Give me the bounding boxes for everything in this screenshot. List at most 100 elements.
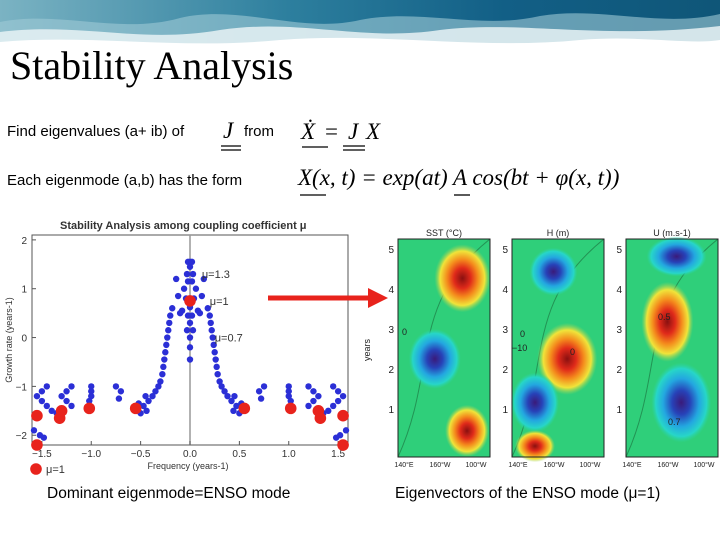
equation-underlines xyxy=(300,194,470,196)
panel-frame xyxy=(625,238,719,458)
data-point xyxy=(231,392,238,400)
data-point xyxy=(285,383,292,390)
data-point xyxy=(152,388,159,395)
data-point xyxy=(305,383,312,390)
data-point xyxy=(285,388,292,395)
x-tick-label: 1.0 xyxy=(282,449,296,460)
data-point xyxy=(63,397,70,405)
data-point xyxy=(186,356,194,363)
from-text: from xyxy=(244,123,274,140)
data-point xyxy=(214,370,221,378)
data-point xyxy=(305,402,312,410)
eigenvalue-text: Find eigenvalues (a+ ib) of xyxy=(7,123,185,140)
data-point xyxy=(209,334,216,341)
highlight-point xyxy=(83,402,96,415)
panel-y-tick: 5 xyxy=(388,245,394,256)
panel-x-tick: 140°E xyxy=(622,461,641,469)
panel-title: U (m.s-1) xyxy=(653,228,691,238)
panel-y-tick: 1 xyxy=(616,405,622,416)
data-point xyxy=(180,285,188,292)
data-point xyxy=(216,378,223,385)
caption-right: Eigenvectors of the ENSO mode (μ=1) xyxy=(395,485,661,502)
panel-x-tick: 140°E xyxy=(394,461,413,469)
panel-y-tick: 3 xyxy=(616,325,622,336)
panel-x-tick: 100°W xyxy=(693,461,714,469)
equation-j: J xyxy=(348,119,359,144)
eigenvector-panel: H (m) 140°E 160°W 100°W 5 4 3 2 1 xyxy=(502,228,605,469)
data-point xyxy=(188,278,196,285)
data-point xyxy=(88,392,95,400)
data-point xyxy=(43,383,51,390)
contour-label: 0 xyxy=(520,329,525,339)
eigenmode-equation: X(x, t) = exp(at) A cos(bt + φ(x, t)) xyxy=(298,165,620,190)
data-point xyxy=(172,275,180,283)
data-point xyxy=(30,427,38,434)
contour-label: 0.5 xyxy=(658,312,671,322)
data-point xyxy=(160,363,167,371)
data-point xyxy=(165,327,172,334)
highlight-point xyxy=(284,402,297,415)
highlight-point xyxy=(129,402,142,415)
data-point xyxy=(155,383,162,390)
data-point xyxy=(206,312,213,319)
data-point xyxy=(233,402,240,410)
data-point xyxy=(166,319,173,327)
y-tick-label: 0 xyxy=(21,334,27,345)
stability-chart: Stability Analysis among coupling coeffi… xyxy=(4,220,350,476)
data-point xyxy=(329,402,337,410)
data-point xyxy=(169,305,176,312)
data-point xyxy=(163,341,170,349)
data-point xyxy=(310,397,317,405)
data-point xyxy=(145,397,152,405)
anomaly-blob xyxy=(641,281,694,362)
panel-frame xyxy=(511,238,605,458)
vector-underline xyxy=(302,146,328,148)
eigenvector-panels: SST (°C) 140°E 160°W 100°W 5 4 3 2 1 H (m) 140°E 16… xyxy=(362,228,719,469)
data-point xyxy=(198,292,206,300)
data-point xyxy=(186,334,194,341)
data-point xyxy=(188,312,196,319)
data-point xyxy=(189,327,197,334)
data-point xyxy=(183,270,191,278)
jacobian-symbol: J xyxy=(223,118,234,143)
panel-y-tick: 2 xyxy=(502,365,508,376)
x-axis-label: Frequency (years-1) xyxy=(147,461,228,471)
anomaly-blob xyxy=(434,244,491,313)
equation-xdot: Ẋ xyxy=(301,119,316,144)
panel-title: H (m) xyxy=(547,228,570,238)
data-point xyxy=(213,363,220,371)
legend-label: μ=1 xyxy=(46,464,65,476)
slide-title: Stability Analysis xyxy=(10,43,294,88)
data-point xyxy=(164,334,171,341)
data-point xyxy=(161,356,168,363)
data-point xyxy=(162,349,169,356)
x-tick-label: 0.0 xyxy=(183,449,197,460)
data-point xyxy=(332,434,340,441)
data-point xyxy=(208,327,215,334)
panel-y-tick: 4 xyxy=(616,285,622,296)
y-tick-label: 2 xyxy=(21,236,27,247)
data-point xyxy=(63,388,70,395)
data-point xyxy=(287,397,294,405)
highlight-point xyxy=(184,295,196,307)
data-point xyxy=(43,402,51,410)
data-point xyxy=(255,388,263,395)
data-point xyxy=(183,327,191,334)
data-point xyxy=(38,388,46,395)
panel-x-tick: 160°W xyxy=(543,461,564,469)
data-point xyxy=(186,319,194,327)
panel-x-tick: 100°W xyxy=(579,461,600,469)
data-point xyxy=(58,392,65,400)
panel-y-tick: 5 xyxy=(502,245,508,256)
contour-label: 0.7 xyxy=(668,417,681,427)
data-point xyxy=(143,407,150,415)
x-tick-label: −1.5 xyxy=(32,449,52,460)
data-point xyxy=(325,407,332,415)
panel-x-tick: 160°W xyxy=(657,461,678,469)
mu-annotation: μ=1 xyxy=(210,296,229,308)
data-point xyxy=(315,392,322,400)
data-point xyxy=(200,275,208,283)
data-point xyxy=(224,392,231,400)
data-point xyxy=(339,392,347,400)
panel-y-tick: 5 xyxy=(616,245,622,256)
